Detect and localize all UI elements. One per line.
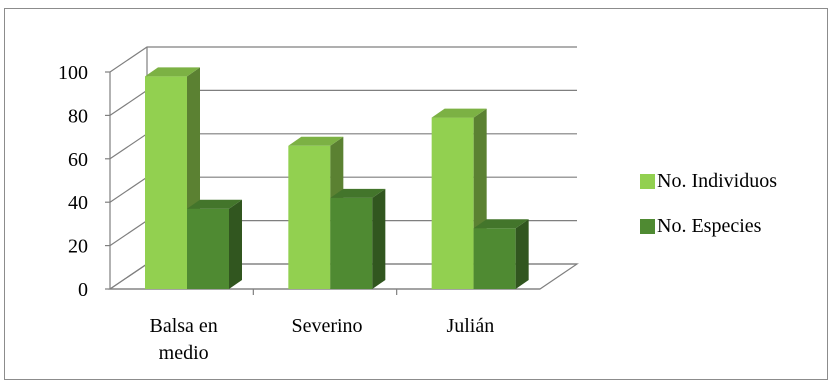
x-tick-label: Balsa en medio [150, 315, 218, 364]
bar-top [431, 108, 487, 118]
legend-label: No. Especies [657, 215, 762, 237]
y-tick-label: 60 [68, 149, 88, 171]
bar-front [145, 76, 187, 289]
bar [473, 219, 529, 289]
legend-label: No. Individuos [657, 170, 777, 192]
bar-top [288, 136, 344, 146]
bar-side [229, 199, 242, 289]
bar-front [431, 117, 474, 289]
bar-side [515, 219, 529, 289]
y-tick-labels: 0 20 40 60 80 100 [58, 62, 88, 301]
legend: No. Individuos No. Especies [640, 170, 777, 237]
bar-side [372, 188, 386, 289]
bar-top [187, 199, 242, 209]
y-tick-label: 20 [68, 236, 88, 258]
bar-front [288, 145, 331, 289]
y-tick-label: 0 [78, 279, 88, 301]
y-tick-label: 100 [58, 62, 88, 84]
bar [187, 199, 242, 289]
legend-item: No. Individuos [640, 170, 777, 192]
bar-front [330, 197, 373, 289]
chart-frame [4, 8, 828, 380]
legend-swatch [640, 219, 655, 234]
bars [145, 67, 529, 289]
bar-front [473, 228, 516, 289]
y-tick-label: 40 [68, 192, 88, 214]
legend-swatch [640, 174, 655, 189]
x-tick-label: Severino [291, 315, 362, 337]
x-tick-labels: Balsa en medio Severino Julián [150, 315, 495, 364]
legend-item: No. Especies [640, 215, 762, 237]
y-tick-label: 80 [68, 105, 88, 127]
bar-top [330, 188, 386, 198]
bar-top [145, 67, 200, 77]
bar-top [473, 219, 529, 229]
bar-front [187, 208, 229, 289]
x-tick-label: Julián [446, 315, 494, 337]
bar [330, 188, 386, 289]
